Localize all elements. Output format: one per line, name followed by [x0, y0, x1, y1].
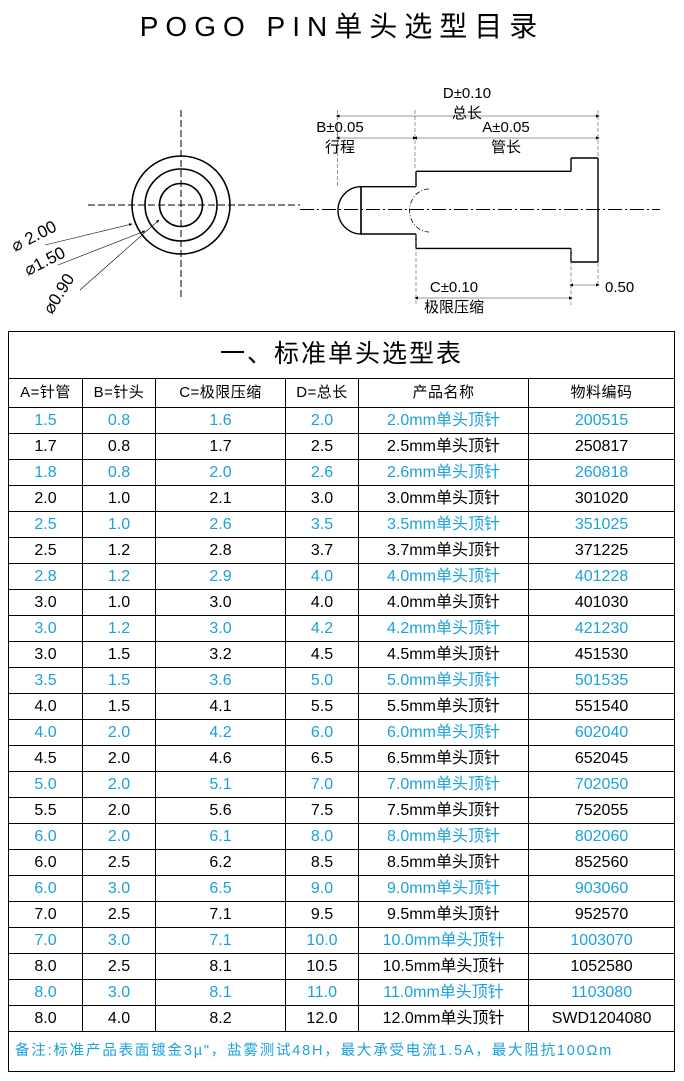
- svg-text:总长: 总长: [452, 105, 482, 122]
- svg-text:B±0.05: B±0.05: [316, 119, 363, 136]
- svg-text:行程: 行程: [325, 139, 355, 156]
- svg-text:管长: 管长: [491, 139, 521, 156]
- svg-text:极限压缩: 极限压缩: [424, 299, 484, 316]
- svg-text:A±0.05: A±0.05: [482, 119, 529, 136]
- svg-text:⌀0.90: ⌀0.90: [39, 270, 78, 317]
- svg-text:D±0.10: D±0.10: [443, 85, 491, 102]
- svg-text:C±0.10: C±0.10: [430, 279, 478, 296]
- svg-text:0.50: 0.50: [605, 279, 634, 296]
